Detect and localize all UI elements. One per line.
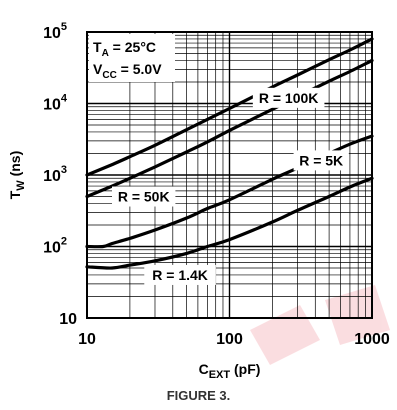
y-tick-label: 102: [43, 236, 67, 257]
plot-frame: [86, 31, 373, 319]
curve-label-text: R = 5K: [299, 152, 343, 168]
x-tick-label: 10: [78, 331, 96, 348]
conditions-bg: [89, 34, 175, 82]
curve-label-text: R = 1.4K: [152, 267, 208, 283]
series-line-r1.4k: [85, 176, 374, 270]
curve-label-text: R = 50K: [118, 189, 170, 205]
condition-text: TA = 25°C: [93, 39, 156, 59]
curve-label-bg: [144, 264, 216, 285]
series-line-r100k: [85, 37, 374, 177]
axis-title-layer: CEXT (pF) TW (ns): [7, 151, 260, 381]
tick-label-layer: 10 102 103 104 105 10 100 1000: [43, 21, 390, 348]
condition-text: VCC = 5.0V: [93, 61, 162, 81]
curve-label-bg: [293, 150, 349, 171]
label-layer: R = 100K R = 50K R = 5K R = 1.4K TA = 25°CVC…: [89, 34, 349, 285]
curve-label: R = 5K: [293, 150, 349, 171]
y-axis-title: TW (ns): [7, 151, 27, 200]
x-axis-title: CEXT (pF): [199, 361, 261, 381]
y-tick-label: 103: [43, 164, 67, 185]
curve-layer: [85, 37, 374, 270]
y-tick-label: 104: [43, 93, 68, 114]
figure-caption: FIGURE 3.: [166, 388, 231, 403]
curve-label: R = 100K: [252, 87, 325, 108]
curve-label: R = 1.4K: [144, 264, 216, 285]
curve-label-bg: [112, 186, 176, 207]
x-tick-label: 100: [216, 331, 243, 348]
curve-label-bg: [252, 87, 325, 108]
y-tick-label: 105: [43, 21, 67, 42]
curve-label: R = 50K: [112, 186, 176, 207]
watermark: [250, 285, 390, 365]
curve-label-text: R = 100K: [259, 90, 319, 106]
y-tick-label: 10: [59, 311, 77, 328]
series-line-r50k: [85, 58, 374, 199]
x-tick-label: 1000: [354, 331, 390, 348]
